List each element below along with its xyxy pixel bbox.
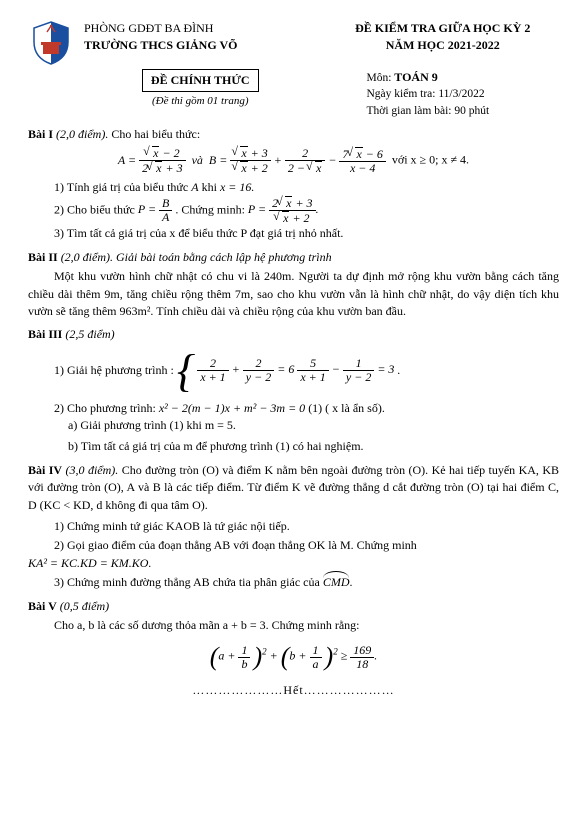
bai-1: Bài I (2,0 điểm). Cho hai biểu thức: A =… xyxy=(28,126,559,243)
bai-3: Bài III (2,5 điểm) 1) Giải hệ phương trì… xyxy=(28,326,559,456)
footer-end: …………………Hết………………… xyxy=(28,682,559,699)
bai1-cond: với x ≥ 0; x ≠ 4. xyxy=(392,153,469,167)
bai2-para: Một khu vườn hình chữ nhật có chu vi là … xyxy=(28,268,559,320)
shield-logo-icon xyxy=(28,20,74,66)
duration-line: Thời gian làm bài: 90 phút xyxy=(367,103,560,120)
bai4-pts: (3,0 điểm). xyxy=(66,463,119,477)
bai-2: Bài II (2,0 điểm). Giải bài toán bằng cá… xyxy=(28,249,559,321)
school-name: TRƯỜNG THCS GIẢNG VÕ xyxy=(84,37,317,54)
bai4-q1: 1) Chứng minh tứ giác KAOB là tứ giác nộ… xyxy=(54,518,559,535)
q1a: 1) Tính giá trị của biểu thức xyxy=(54,180,191,194)
bai-5: Bài V (0,5 điểm) Cho a, b là các số dươn… xyxy=(28,598,559,676)
exam-title-2: NĂM HỌC 2021-2022 xyxy=(327,37,560,54)
bai1-pts: (2,0 điểm). xyxy=(56,127,108,141)
header-left: PHÒNG GDĐT BA ĐÌNH TRƯỜNG THCS GIẢNG VÕ … xyxy=(84,20,317,120)
bai3-q2: 2) Cho phương trình: x² − 2(m − 1)x + m²… xyxy=(54,400,559,417)
bai4-title: Bài IV xyxy=(28,463,62,477)
q1b: khi xyxy=(199,180,220,194)
bai4-q3: 3) Chứng minh đường thẳng AB chứa tia ph… xyxy=(54,574,559,591)
eq2tail: (1) ( x là ẩn số). xyxy=(308,401,385,415)
bai1-q2: 2) Cho biểu thức P = BA . Chứng minh: P … xyxy=(54,196,559,225)
bai1-expressions: A = x − 22x + 3 và B = x + 3x + 2 + 22 −… xyxy=(28,146,559,175)
date-line: Ngày kiểm tra: 11/3/2022 xyxy=(367,86,560,103)
bai5-title: Bài V xyxy=(28,599,57,613)
bai1-q3: 3) Tìm tất cả giá trị của x để biểu thức… xyxy=(54,225,559,242)
bai1-title: Bài I xyxy=(28,127,53,141)
bai3-title: Bài III xyxy=(28,327,62,341)
bai4-q2eq: KA² = KC.KD = KM.KO. xyxy=(28,555,559,572)
bai2-pts: (2,0 điểm). Giải bài toán bằng cách lập … xyxy=(61,250,332,264)
q2b: . Chứng minh: xyxy=(175,202,248,216)
bai1-intro: Cho hai biểu thức: xyxy=(111,127,200,141)
pages-note: (Đề thi gồm 01 trang) xyxy=(84,94,317,110)
exam-header: PHÒNG GDĐT BA ĐÌNH TRƯỜNG THCS GIẢNG VÕ … xyxy=(28,20,559,120)
bai3-q2a: a) Giải phương trình (1) khi m = 5. xyxy=(68,417,559,434)
bai4-q2: 2) Gọi giao điểm của đoạn thẳng AB với đ… xyxy=(54,537,559,554)
bai1-q1: 1) Tính giá trị của biểu thức A khi x = … xyxy=(54,179,559,196)
arc-cmd: CMD xyxy=(323,574,350,591)
q1label: 1) Giải hệ phương trình : xyxy=(54,362,177,376)
q2label: 2) Cho phương trình: xyxy=(54,401,159,415)
exam-title-1: ĐỀ KIỂM TRA GIỮA HỌC KỲ 2 xyxy=(327,20,560,37)
official-box: ĐỀ CHÍNH THỨC xyxy=(142,69,259,92)
school-logo xyxy=(28,20,74,66)
bai5-intro: Cho a, b là các số dương thỏa mãn a + b … xyxy=(54,617,559,634)
dept-line: PHÒNG GDĐT BA ĐÌNH xyxy=(84,20,317,37)
bai5-pts: (0,5 điểm) xyxy=(60,599,109,613)
q2text: 2) Gọi giao điểm của đoạn thẳng AB với đ… xyxy=(54,538,417,552)
bai5-eq: (a + 1b )2 + (b + 1a )2 ≥ 16918. xyxy=(28,638,559,676)
bai3-q2b: b) Tìm tất cả giá trị của m để phương tr… xyxy=(68,438,559,455)
bai2-title: Bài II xyxy=(28,250,58,264)
q1c: x = 16. xyxy=(220,180,254,194)
q3a: 3) Chứng minh đường thẳng AB chứa tia ph… xyxy=(54,575,323,589)
subject-line: Môn: TOÁN 9 xyxy=(367,69,560,87)
header-right: ĐỀ KIỂM TRA GIỮA HỌC KỲ 2 NĂM HỌC 2021-2… xyxy=(327,20,560,120)
bai3-q1: 1) Giải hệ phương trình : { 2x + 1 + 2y … xyxy=(54,348,559,394)
q2a: 2) Cho biểu thức xyxy=(54,202,138,216)
bai3-pts: (2,5 điểm) xyxy=(65,327,114,341)
bai-4: Bài IV (3,0 điểm). Cho đường tròn (O) và… xyxy=(28,462,559,592)
